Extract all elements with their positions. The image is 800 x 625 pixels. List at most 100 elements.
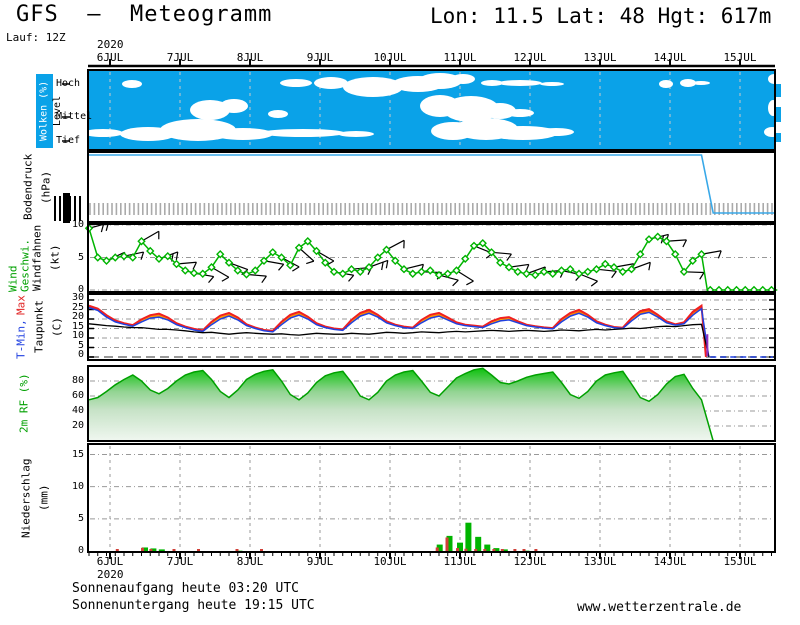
- precip-unit-label: (mm): [37, 484, 51, 512]
- dewpoint-label: Taupunkt: [32, 300, 46, 354]
- wind-series: [84, 222, 778, 295]
- day-label-bottom: 15JUL: [723, 555, 757, 568]
- year-label-bottom: 2020: [97, 568, 124, 581]
- day-label-top: 13JUL: [583, 51, 617, 64]
- precip-bar-total: [150, 548, 157, 551]
- wind-barb: [316, 250, 335, 266]
- temp-ytick: 25: [71, 301, 84, 313]
- clouds-panel-label: Wolken (%): [36, 74, 53, 148]
- day-label-bottom: 11JUL: [443, 555, 477, 568]
- precip-bar-convective: [500, 549, 504, 551]
- precip-bar-total: [484, 544, 491, 551]
- precip-panel-label: Niederschlag: [19, 458, 33, 538]
- precip-bar-convective: [534, 549, 538, 551]
- wind-barb: [298, 247, 315, 265]
- precip-bar-convective: [492, 549, 496, 551]
- day-label-bottom: 10JUL: [373, 555, 407, 568]
- precip-bar-total: [158, 549, 165, 551]
- precip-ytick: 15: [71, 448, 84, 460]
- temp-ytick: 0: [77, 349, 84, 360]
- temp-ytick: 15: [71, 320, 84, 332]
- precip-bar-convective: [115, 549, 119, 551]
- day-label-bottom: 9JUL: [306, 555, 334, 568]
- run-label: Lauf: 12Z: [6, 31, 66, 44]
- cloud-blobs: [89, 73, 774, 141]
- temp-ytick: 10: [71, 330, 84, 341]
- precip-bar-convective: [483, 549, 487, 551]
- precip-bar-convective: [445, 537, 449, 551]
- precip-series: [90, 454, 773, 551]
- day-label-bottom: 7JUL: [166, 555, 194, 568]
- precip-bar-convective: [474, 549, 478, 551]
- location-info: Lon: 11.5 Lat: 48 Hgt: 617m: [430, 4, 772, 28]
- precip-bar-convective: [235, 549, 239, 551]
- rh-ytick: 20: [71, 420, 84, 431]
- day-label-top: 15JUL: [723, 51, 757, 64]
- precip-bar-convective: [435, 547, 439, 551]
- pressure-series: [89, 154, 775, 214]
- wind-ytick: 10: [71, 219, 84, 230]
- day-label-bottom: 12JUL: [513, 555, 547, 568]
- precip-bar-total: [142, 547, 148, 551]
- wind-barb: [211, 266, 230, 282]
- precip-bar-total: [465, 522, 472, 551]
- year-label-top: 2020: [97, 38, 124, 51]
- wind-ytick: 5: [77, 251, 84, 263]
- day-label-top: 9JUL: [306, 51, 334, 64]
- precip-bar-total: [501, 549, 508, 551]
- temp-ytick: 5: [77, 339, 84, 351]
- humidity-series: [88, 367, 773, 442]
- day-label-top: 8JUL: [236, 51, 264, 64]
- wind-speed-label: Wind Geschwi.: [6, 239, 32, 292]
- wind-barb: [386, 239, 405, 251]
- watermark: www.wetterzentrale.de: [577, 600, 742, 615]
- rh-ytick: 40: [71, 405, 84, 416]
- precip-bar-convective: [141, 547, 144, 551]
- temp-ytick: 30: [71, 292, 84, 303]
- precip-bar-total: [493, 548, 500, 551]
- day-label-top: 6JUL: [96, 51, 124, 64]
- day-label-top: 10JUL: [373, 51, 407, 64]
- precip-bar-convective: [172, 549, 176, 551]
- sunrise-text: Sonnenaufgang heute 03:20 UTC: [72, 581, 299, 596]
- day-label-bottom: 6JUL: [96, 555, 124, 568]
- temp-minmax-label: T-Min, Max: [15, 294, 28, 360]
- day-label-bottom: 14JUL: [653, 555, 687, 568]
- precip-bar-convective: [149, 549, 153, 551]
- pressure-unit-label: (hPa): [39, 170, 53, 204]
- precip-ytick: 0: [77, 545, 84, 556]
- precip-bar-convective: [260, 549, 263, 551]
- precip-bar-convective: [513, 549, 517, 551]
- precip-bar-total: [475, 536, 482, 551]
- humidity-panel-label: 2m RF (%): [17, 373, 31, 434]
- day-label-top: 7JUL: [166, 51, 194, 64]
- rh-ytick: 80: [71, 375, 84, 386]
- wind-barb: [578, 273, 598, 287]
- pressure-panel-label: Bodendruck: [21, 153, 35, 221]
- day-label-bottom: 13JUL: [583, 555, 617, 568]
- temp-ytick: 20: [71, 311, 84, 322]
- day-label-top: 11JUL: [443, 51, 477, 64]
- precip-bar-total: [436, 544, 443, 551]
- wind-barb: [141, 230, 160, 242]
- day-label-top: 12JUL: [513, 51, 547, 64]
- temp-min-label: T-Min,: [14, 319, 28, 359]
- rh-ytick: 60: [71, 390, 84, 401]
- cloud-level-label: Tief: [56, 135, 81, 146]
- cloud-level-label: Mittel: [56, 111, 93, 122]
- precip-bar-convective: [197, 549, 200, 551]
- precip-bar-convective: [464, 548, 468, 551]
- precip-bar-convective: [522, 549, 526, 551]
- wind-barb: [368, 259, 389, 271]
- precip-ytick: 10: [71, 480, 84, 492]
- precip-bar-total: [457, 542, 463, 551]
- day-label-bottom: 8JUL: [236, 555, 264, 568]
- temp-max-label: Max: [14, 295, 28, 316]
- sunset-text: Sonnenuntergang heute 19:15 UTC: [72, 598, 315, 613]
- wind-ytick: 0: [77, 284, 84, 295]
- wind-barbs-label: Windfahnen: [30, 224, 44, 292]
- cloud-level-label: Hoch: [56, 78, 81, 89]
- precip-ytick: 5: [77, 512, 84, 524]
